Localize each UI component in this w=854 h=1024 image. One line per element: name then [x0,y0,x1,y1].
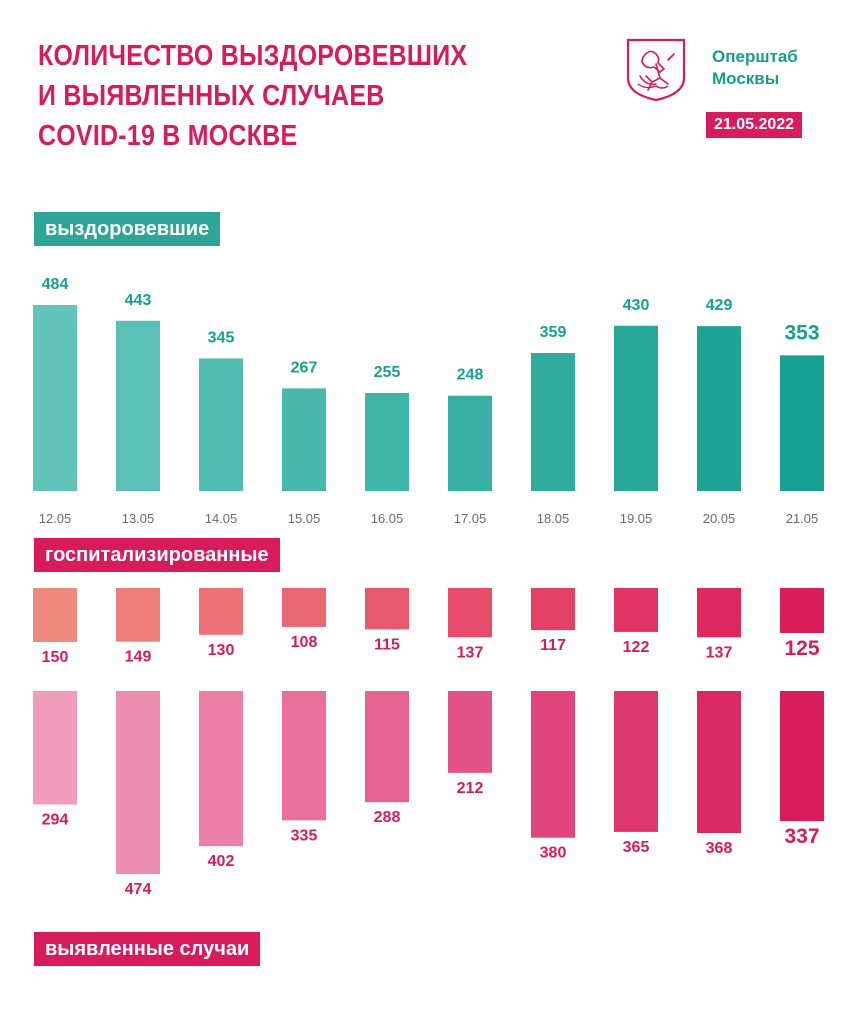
date-tick-label: 14.05 [205,511,238,526]
hospitalized-value-label: 137 [706,644,733,661]
recovered-value-label: 248 [457,367,484,384]
recovered-bar [282,388,326,491]
hospitalized-bar [282,588,326,627]
hospitalized-value-label: 117 [540,637,566,654]
cases-bar [199,691,243,847]
org-name: Оперштаб Москвы [712,46,798,90]
hospitalized-value-label: 115 [374,636,400,653]
recovered-value-label: 429 [706,297,733,314]
recovered-bar [531,353,575,491]
recovered-value-label: 255 [374,364,401,381]
cases-bar [282,691,326,821]
hospitalized-label: госпитализированные [34,538,280,572]
hospitalized-bar [199,588,243,635]
recovered-value-label: 484 [42,276,69,293]
recovered-bar [780,355,824,491]
date-tick-label: 20.05 [703,511,736,526]
cases-bar [614,691,658,832]
hospitalized-bar [448,588,492,638]
title-line: КОЛИЧЕСТВО ВЫЗДОРОВЕВШИХ [38,40,468,72]
cases-value-label: 294 [42,812,69,829]
hospitalized-value-label: 108 [291,634,318,651]
date-tick-label: 19.05 [620,511,653,526]
recovered-value-label: 267 [291,359,318,376]
cases-value-label: 335 [291,827,318,844]
cases-value-label: 402 [208,853,235,870]
hospitalized-bar [531,588,575,631]
moscow-coat-of-arms-icon [626,38,686,102]
title-line: И ВЫЯВЛЕННЫХ СЛУЧАЕВ [38,80,385,112]
date-tick-label: 21.05 [786,511,819,526]
cases-bar [448,691,492,773]
date-tick-label: 17.05 [454,511,487,526]
hospitalized-value-label: 150 [42,649,69,666]
recovered-value-label: 430 [623,297,650,314]
recovered-value-label: 443 [125,292,152,309]
cases-bar [116,691,160,874]
date-tick-label: 13.05 [122,511,155,526]
hospitalized-bar [116,588,160,642]
date-tick-label: 15.05 [288,511,321,526]
org-line: Москвы [712,69,780,88]
date-tick-label: 12.05 [39,511,72,526]
cases-bar [531,691,575,838]
hospitalized-bar [697,588,741,638]
hospitalized-value-label: 137 [457,644,484,661]
title-line: COVID-19 В МОСКВЕ [38,120,298,152]
date-tick-label: 16.05 [371,511,404,526]
hospitalized-bar [780,588,824,633]
recovered-bar [614,325,658,491]
recovered-bar [116,320,160,491]
cases-bar [780,691,824,822]
hospitalized-bar [33,588,77,642]
recovered-value-label: 345 [208,329,235,346]
cases-value-label: 365 [623,839,650,856]
recovered-value-label: 359 [540,324,567,341]
cases-value-label: 474 [125,881,152,898]
cases-value-label: 337 [784,825,819,848]
recovered-bar [448,395,492,491]
hospitalized-bar [365,588,409,630]
date-tick-label: 18.05 [537,511,570,526]
recovered-bar [697,326,741,491]
hospitalized-value-label: 149 [125,649,152,666]
hospitalized-value-label: 122 [623,639,650,656]
recovered-bar [33,305,77,491]
recovered-label: выздоровевшие [34,212,221,246]
cases-value-label: 380 [540,845,567,862]
recovered-value-label: 353 [784,321,819,344]
hospitalized-bar [614,588,658,632]
date-badge: 21.05.2022 [706,112,803,138]
cases-value-label: 368 [706,840,733,857]
cases-bar [697,691,741,834]
recovered-bar [199,358,243,491]
cases-bar [33,691,77,805]
hospitalized-value-label: 130 [208,642,235,659]
cases-bar [365,691,409,803]
cases-value-label: 212 [457,780,484,797]
cases-label: выявленные случаи [34,932,261,966]
page-title: КОЛИЧЕСТВО ВЫЗДОРОВЕВШИХ И ВЫЯВЛЕННЫХ СЛ… [38,36,467,156]
org-line: Оперштаб [712,47,798,66]
hospitalized-value-label: 125 [784,637,819,660]
cases-value-label: 288 [374,809,401,826]
recovered-bar [365,393,409,491]
